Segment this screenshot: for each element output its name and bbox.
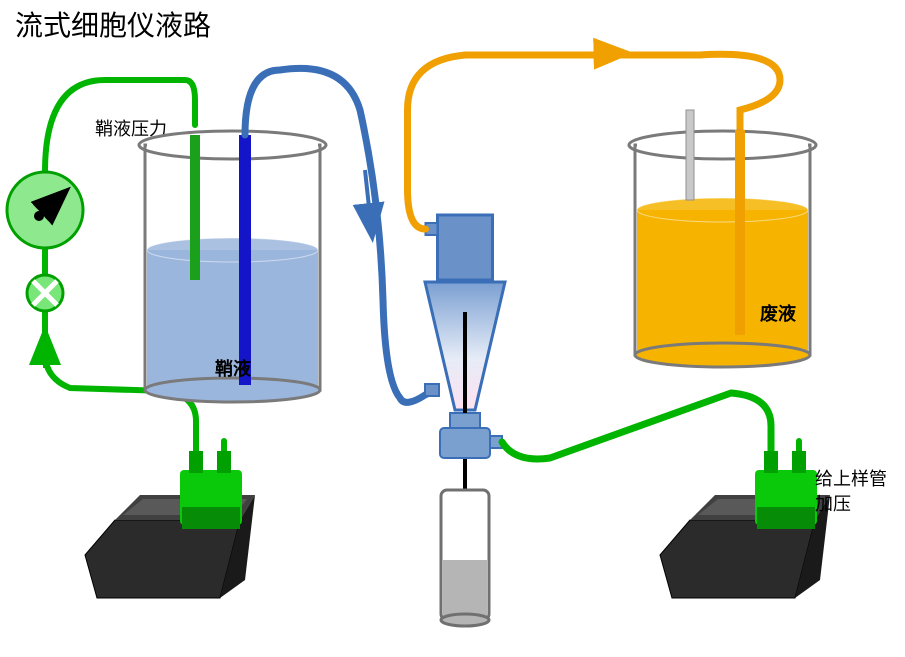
flowcell-top	[438, 215, 493, 280]
pump-right	[660, 451, 830, 598]
waste-tube-grey	[686, 110, 694, 200]
sample-pressure-label-1: 给上样管	[815, 469, 887, 489]
sample-connector	[440, 428, 490, 458]
diagram-title: 流式细胞仪液路	[15, 10, 211, 41]
tube-green-sample-pressure	[502, 393, 771, 459]
sample-tube-bottom	[441, 614, 489, 626]
waste-label: 废液	[760, 303, 797, 324]
sheath-tube-green	[190, 135, 200, 280]
flowcell-inlet	[425, 384, 439, 396]
pump-left	[85, 451, 255, 598]
waste-tube-yellow	[735, 130, 745, 335]
sheath-label: 鞘液	[215, 358, 252, 379]
sample-liquid	[443, 560, 487, 618]
waste-beaker	[629, 131, 816, 367]
sample-connector-cap	[450, 413, 480, 428]
sample-pressure-label-2: 加压	[815, 494, 851, 514]
sheath-tube-blue	[239, 135, 251, 385]
flow-arrow-yellow	[536, 53, 626, 55]
